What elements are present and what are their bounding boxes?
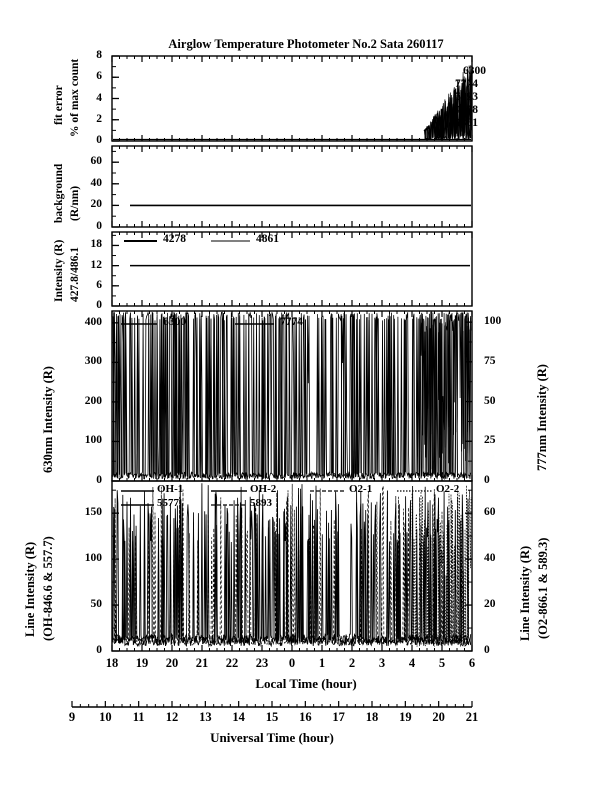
fit-error-ytick-0: 0 <box>96 134 102 146</box>
line-legend-oh1: OH-1 <box>157 483 184 495</box>
main-ytick-right-2: 50 <box>484 394 496 407</box>
main-ytick-right-1: 25 <box>484 434 496 447</box>
local-time-tick-23: 23 <box>255 656 269 670</box>
universal-time-tick-10: 10 <box>99 710 112 724</box>
universal-time-tick-16: 16 <box>299 710 312 724</box>
local-time-tick-0: 0 <box>288 656 296 670</box>
universal-time-axis-label: Universal Time (hour) <box>210 730 334 745</box>
main-ylabel-left: 630nm Intensity (R) <box>41 366 55 473</box>
local-time-tick-1: 1 <box>318 656 326 670</box>
fit-error-ylabel-2: % of max count <box>69 58 81 137</box>
background-panel <box>111 145 473 228</box>
line-ytick-right-0: 0 <box>484 644 490 656</box>
intensity-427-ytick-1: 6 <box>96 278 102 291</box>
universal-time-tick-19: 19 <box>399 710 412 724</box>
line-ytick-left-1: 50 <box>90 598 103 611</box>
intensity-427-ylabel-1: Intensity (R) <box>53 239 65 302</box>
main-trace <box>112 311 472 481</box>
intensity-427-ytick-3: 18 <box>90 238 103 251</box>
main-ytick-right-3: 75 <box>484 354 496 367</box>
local-time-tick-22: 22 <box>225 656 239 670</box>
local-time-axis-label: Local Time (hour) <box>255 676 357 691</box>
intensity-427-legend-4861: 4861 <box>256 233 279 245</box>
fit-error-panel <box>111 55 473 142</box>
fit-error-ylabel-1: fit error <box>53 85 65 125</box>
fit-error-legend-4861: 4861 <box>455 117 478 129</box>
background-ytick-3: 60 <box>90 155 103 168</box>
main-trace-dense <box>420 312 472 475</box>
fit-error-legend-5893: 5893 <box>455 91 478 103</box>
line-intensity-trace <box>112 483 472 647</box>
universal-time-tick-15: 15 <box>265 710 279 724</box>
universal-time-tick-9: 9 <box>68 710 76 724</box>
local-time-tick-18: 18 <box>105 656 119 670</box>
universal-time-tick-11: 11 <box>132 710 145 724</box>
local-time-tick-5: 5 <box>438 656 446 670</box>
intensity-427-legend-4278: 4278 <box>163 233 186 245</box>
line-intensity-trace-dotted <box>411 485 472 647</box>
line-legend-5893: 5893 <box>250 497 272 509</box>
fit-error-trace <box>423 80 473 140</box>
intensity-427-ytick-2: 12 <box>90 258 103 271</box>
main-ytick-right-0: 0 <box>484 474 490 486</box>
universal-time-tick-20: 20 <box>432 710 445 724</box>
line-ytick-left-2: 100 <box>84 552 102 565</box>
background-ylabel-1: background <box>53 163 65 223</box>
fit-error-legend-7774: 7774 <box>455 78 478 90</box>
line-legend-5577: 5577 <box>157 497 179 509</box>
line-ytick-right-2: 40 <box>484 552 496 565</box>
line-legend-oh2: OH-2 <box>250 483 277 495</box>
fit-error-legend-6300: 6300 <box>463 65 486 77</box>
background-ytick-2: 40 <box>90 176 103 189</box>
main-legend-7774: 7774 <box>280 316 303 328</box>
fit-error-legend-4278: 4278 <box>455 104 478 116</box>
universal-time-tick-13: 13 <box>199 710 212 724</box>
local-time-tick-2: 2 <box>348 656 356 670</box>
page-title: Airglow Temperature Photometer No.2 Sata… <box>168 37 444 51</box>
fit-error-ytick-3: 6 <box>96 70 102 83</box>
main-trace <box>112 311 472 481</box>
universal-time-tick-12: 12 <box>165 710 179 724</box>
local-time-tick-3: 3 <box>378 656 386 670</box>
background-ytick-0: 0 <box>96 220 102 232</box>
main-ytick-right-4: 100 <box>484 315 502 328</box>
background-ytick-1: 20 <box>90 198 103 211</box>
line-ylabel-right-2: (O2-866.1 & 589.3) <box>536 537 550 639</box>
local-time-tick-20: 20 <box>165 656 179 670</box>
line-ylabel-right-1: Line Intensity (R) <box>518 545 532 641</box>
fit-error-ytick-4: 8 <box>96 49 102 61</box>
universal-time-tick-18: 18 <box>365 710 379 724</box>
line-legend-o21: O2-1 <box>349 483 373 495</box>
main-ytick-left-0: 0 <box>96 474 102 486</box>
background-ylabel-2: (R/nm) <box>69 185 81 221</box>
main-ylabel-right: 777nm Intensity (R) <box>535 364 549 471</box>
local-time-tick-6: 6 <box>468 656 476 670</box>
line-legend-o22: O2-2 <box>436 483 460 495</box>
intensity-427-ytick-0: 0 <box>96 299 102 311</box>
main-ytick-left-2: 200 <box>84 394 102 407</box>
fit-error-ytick-1: 2 <box>96 112 102 125</box>
local-time-tick-19: 19 <box>135 656 149 670</box>
local-time-tick-4: 4 <box>408 656 416 670</box>
local-time-tick-21: 21 <box>195 656 209 670</box>
line-ytick-left-0: 0 <box>96 644 102 656</box>
universal-time-tick-21: 21 <box>465 710 479 724</box>
main-ytick-left-1: 100 <box>84 434 102 447</box>
line-ylabel-left-1: Line Intensity (R) <box>23 541 37 637</box>
line-ytick-right-3: 60 <box>484 506 496 519</box>
universal-time-tick-14: 14 <box>232 710 245 724</box>
line-ytick-left-3: 150 <box>84 506 102 519</box>
line-ylabel-left-2: (OH-846.6 & 557.7) <box>41 536 55 641</box>
main-ytick-left-3: 300 <box>84 355 102 368</box>
main-legend-6300: 6300 <box>163 316 186 328</box>
intensity-427-ylabel-2: 427.8/486.1 <box>69 247 81 302</box>
line-ytick-right-1: 20 <box>484 598 496 611</box>
universal-time-tick-17: 17 <box>332 710 345 724</box>
fit-error-ytick-2: 4 <box>96 91 102 104</box>
main-ytick-left-4: 400 <box>84 315 102 328</box>
